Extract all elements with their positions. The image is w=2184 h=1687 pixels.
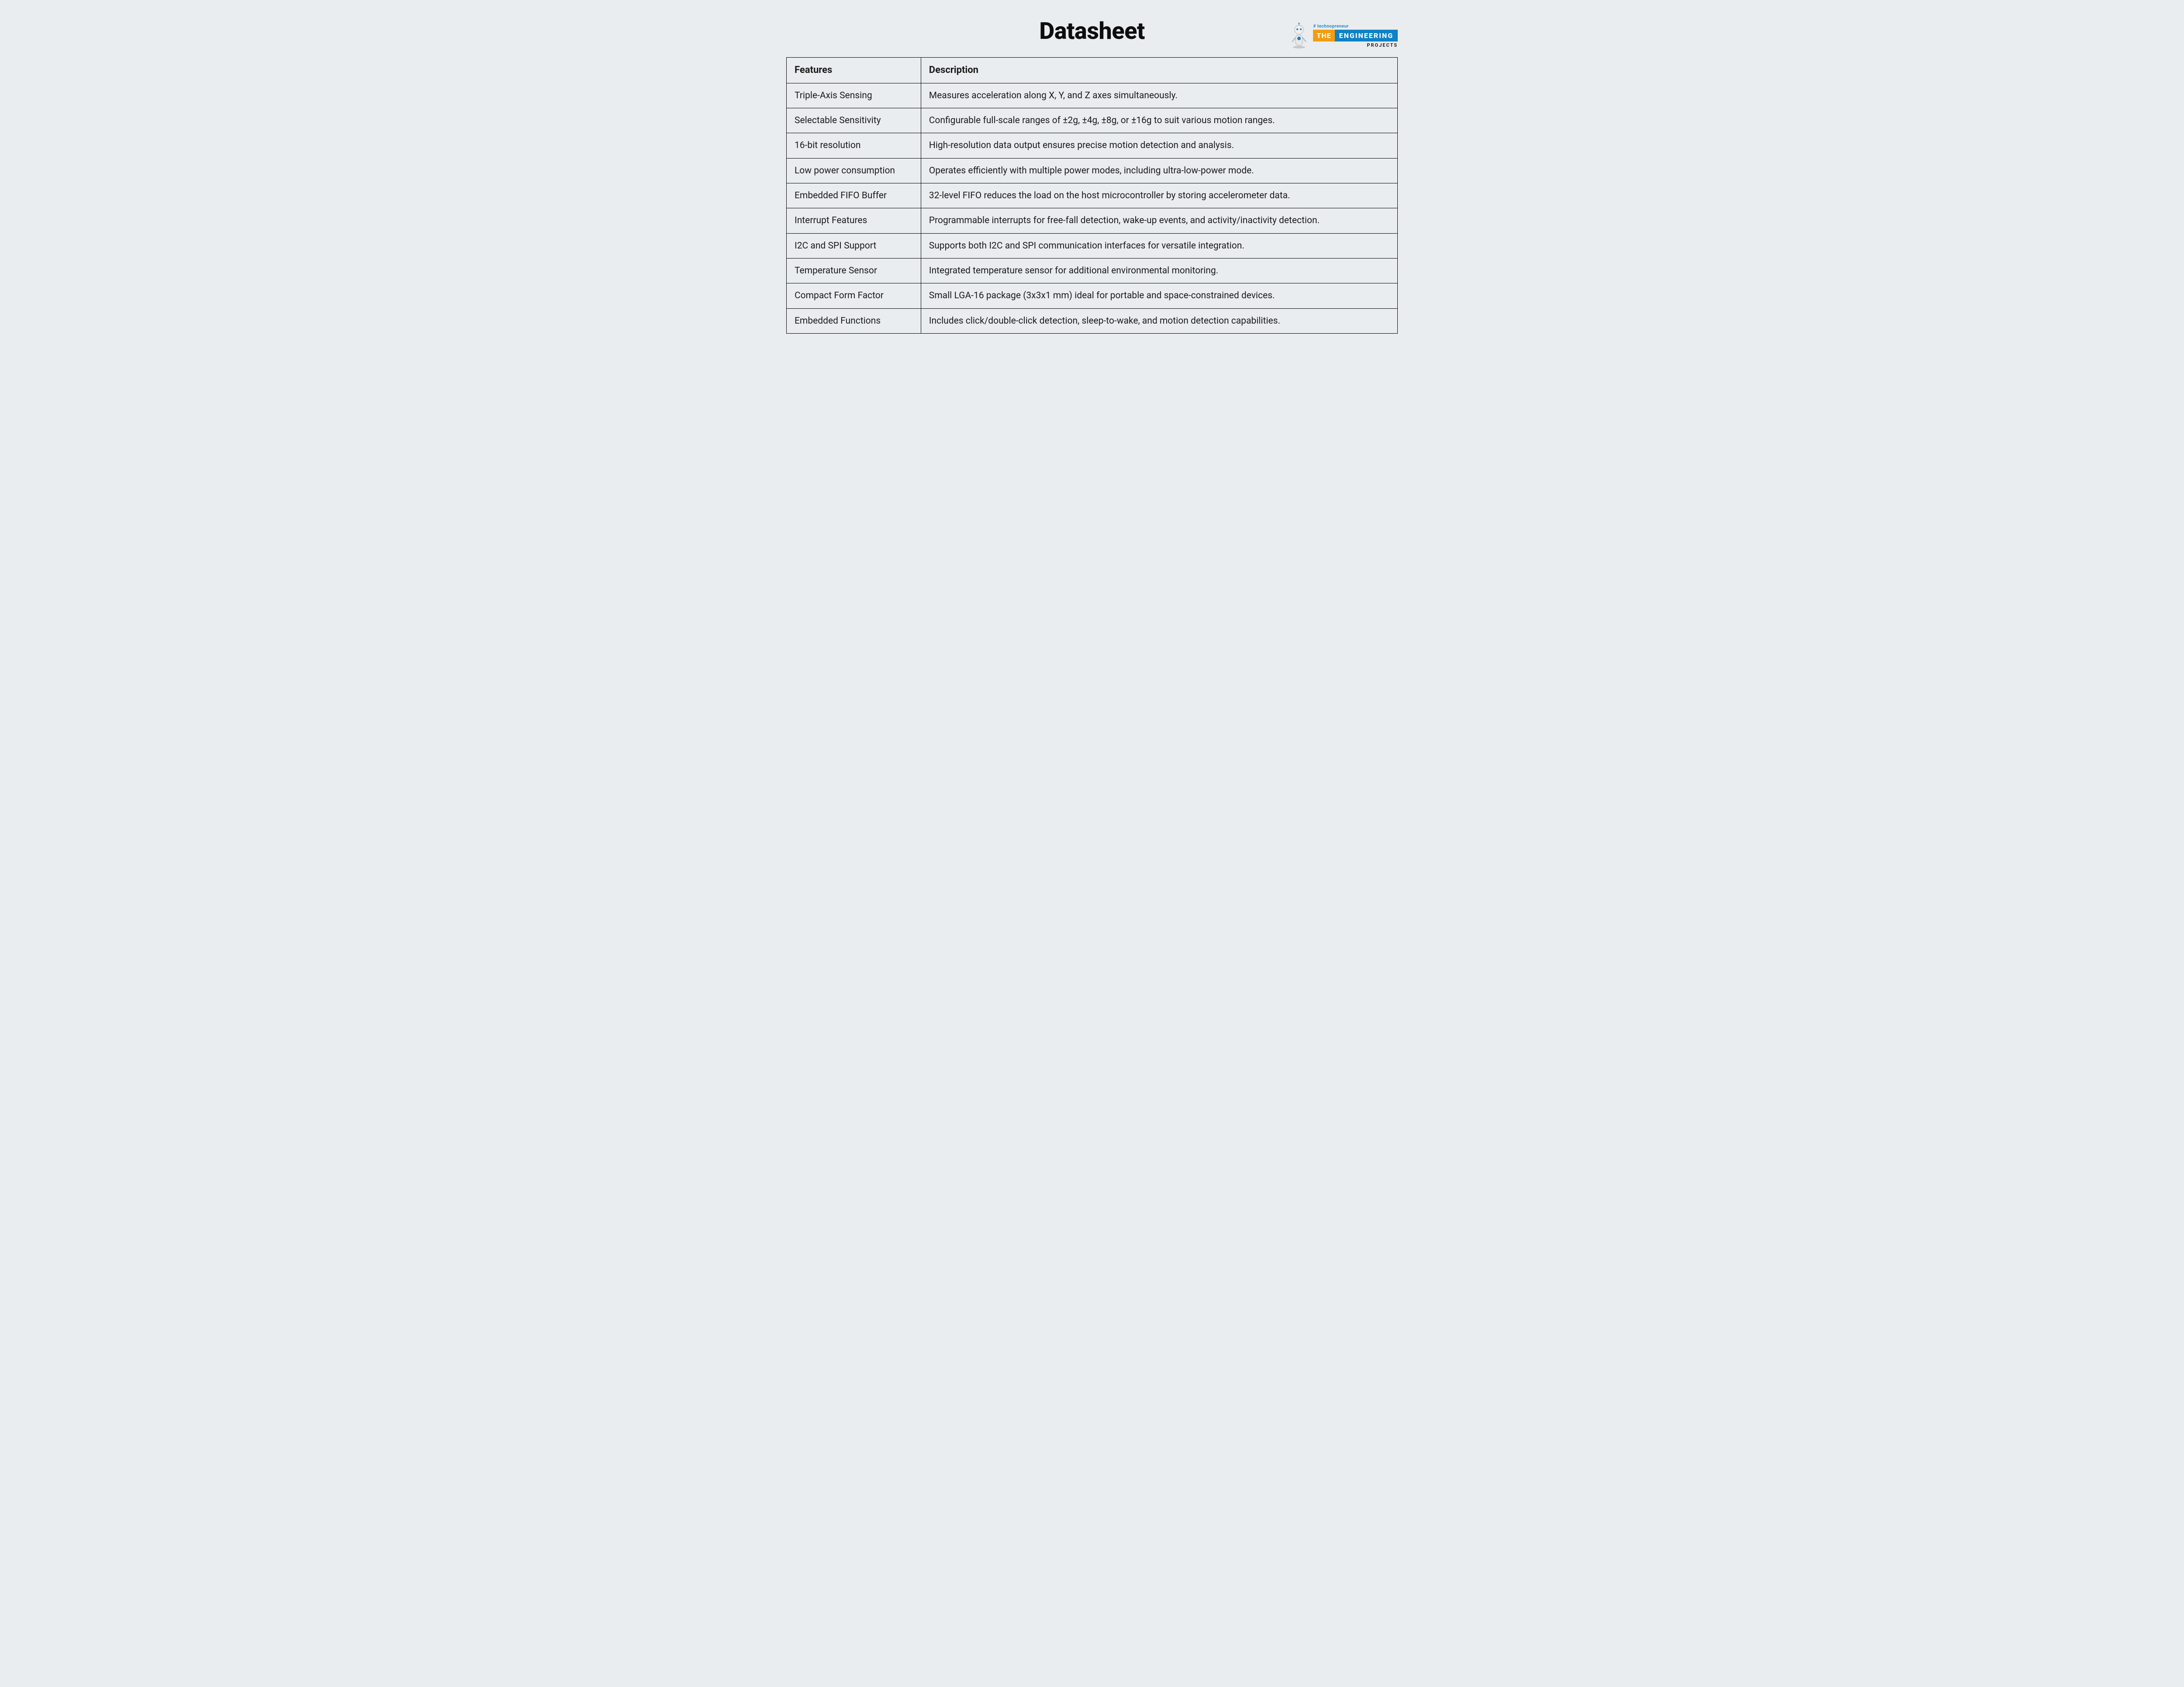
description-cell: High-resolution data output ensures prec…: [921, 133, 1397, 158]
feature-cell: Low power consumption: [787, 158, 921, 183]
description-cell: Small LGA-16 package (3x3x1 mm) ideal fo…: [921, 283, 1397, 308]
table-row: Triple-Axis Sensing Measures acceleratio…: [787, 83, 1398, 108]
feature-cell: Compact Form Factor: [787, 283, 921, 308]
brand-engineering: ENGINEERING: [1335, 30, 1398, 41]
feature-cell: I2C and SPI Support: [787, 233, 921, 258]
description-cell: Measures acceleration along X, Y, and Z …: [921, 83, 1397, 108]
col-header-description: Description: [921, 58, 1397, 83]
description-cell: Supports both I2C and SPI communication …: [921, 233, 1397, 258]
table-row: Low power consumption Operates efficient…: [787, 158, 1398, 183]
brand-logo: # technopreneur THE ENGINEERING PROJECTS: [1289, 23, 1398, 49]
description-cell: 32-level FIFO reduces the load on the ho…: [921, 183, 1397, 208]
brand-projects: PROJECTS: [1313, 42, 1398, 48]
table-row: I2C and SPI Support Supports both I2C an…: [787, 233, 1398, 258]
table-row: Compact Form Factor Small LGA-16 package…: [787, 283, 1398, 308]
brand-the: THE: [1313, 30, 1334, 41]
description-cell: Integrated temperature sensor for additi…: [921, 259, 1397, 283]
table-row: 16-bit resolution High-resolution data o…: [787, 133, 1398, 158]
feature-cell: 16-bit resolution: [787, 133, 921, 158]
description-cell: Programmable interrupts for free-fall de…: [921, 208, 1397, 233]
robot-icon: [1289, 23, 1309, 49]
table-row: Selectable Sensitivity Configurable full…: [787, 108, 1398, 133]
header-row: Datasheet # technopreneur: [786, 17, 1398, 45]
datasheet-page: Datasheet # technopreneur: [786, 17, 1398, 334]
table-row: Embedded Functions Includes click/double…: [787, 308, 1398, 333]
table-row: Temperature Sensor Integrated temperatur…: [787, 259, 1398, 283]
table-row: Interrupt Features Programmable interrup…: [787, 208, 1398, 233]
table-body: Triple-Axis Sensing Measures acceleratio…: [787, 83, 1398, 333]
description-cell: Operates efficiently with multiple power…: [921, 158, 1397, 183]
table-header-row: Features Description: [787, 58, 1398, 83]
brand-row: THE ENGINEERING: [1313, 30, 1398, 41]
feature-cell: Interrupt Features: [787, 208, 921, 233]
description-cell: Includes click/double-click detection, s…: [921, 308, 1397, 333]
feature-cell: Embedded FIFO Buffer: [787, 183, 921, 208]
description-cell: Configurable full-scale ranges of ±2g, ±…: [921, 108, 1397, 133]
col-header-features: Features: [787, 58, 921, 83]
datasheet-table: Features Description Triple-Axis Sensing…: [786, 57, 1398, 334]
feature-cell: Triple-Axis Sensing: [787, 83, 921, 108]
brand-text: # technopreneur THE ENGINEERING PROJECTS: [1313, 24, 1398, 48]
feature-cell: Embedded Functions: [787, 308, 921, 333]
brand-tagline: # technopreneur: [1313, 24, 1398, 29]
feature-cell: Temperature Sensor: [787, 259, 921, 283]
feature-cell: Selectable Sensitivity: [787, 108, 921, 133]
table-row: Embedded FIFO Buffer 32-level FIFO reduc…: [787, 183, 1398, 208]
